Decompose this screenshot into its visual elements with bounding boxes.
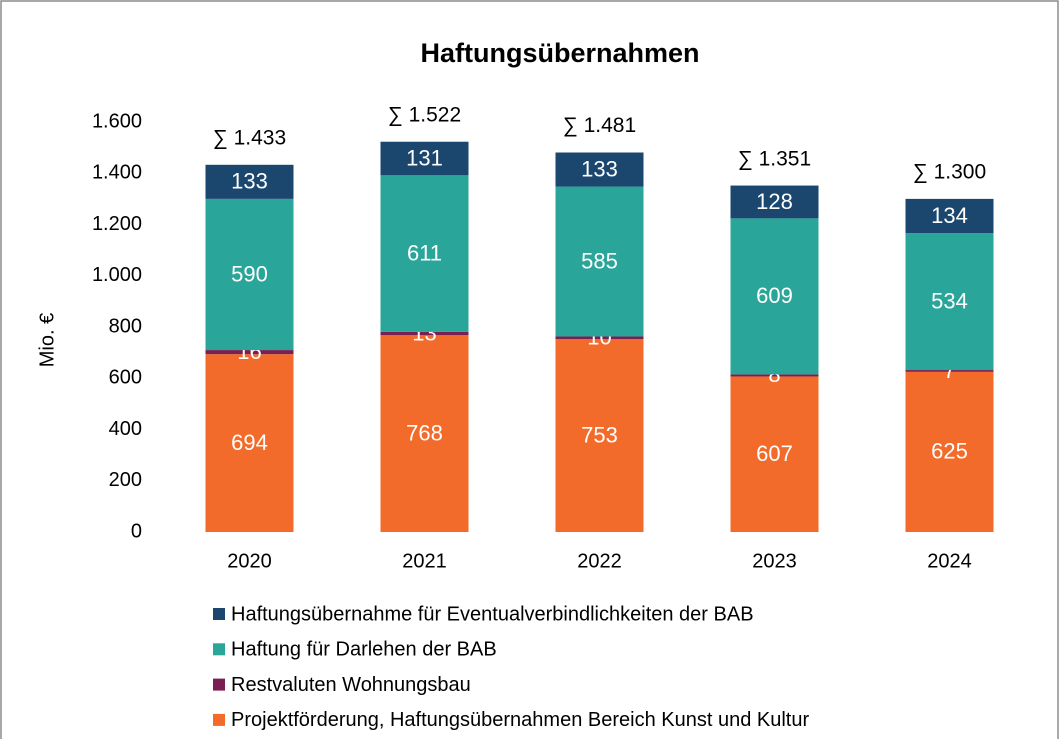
bar-segment bbox=[555, 152, 644, 187]
bar-segment bbox=[905, 233, 994, 371]
x-tick-label: 2021 bbox=[402, 550, 447, 572]
y-tick-label: 1.200 bbox=[92, 213, 142, 235]
x-tick-label: 2023 bbox=[752, 550, 797, 572]
bar-segment bbox=[205, 350, 294, 355]
y-axis-label: Mio. € bbox=[36, 313, 58, 367]
bar-segment bbox=[380, 141, 469, 176]
legend-swatch bbox=[213, 643, 225, 656]
total-label: ∑ 1.433 bbox=[213, 126, 286, 149]
legend-swatch bbox=[213, 713, 225, 726]
bar-segment bbox=[905, 370, 994, 372]
data-label: 534 bbox=[931, 288, 968, 313]
data-label: 133 bbox=[581, 156, 618, 181]
bar-segment bbox=[380, 331, 469, 336]
y-tick-label: 200 bbox=[109, 469, 142, 491]
data-label: 590 bbox=[231, 261, 268, 286]
y-tick-label: 1.600 bbox=[92, 110, 142, 132]
legend-swatch bbox=[213, 608, 225, 620]
bar-segment bbox=[555, 339, 644, 532]
x-tick-label: 2020 bbox=[227, 550, 272, 572]
bar-segment bbox=[205, 198, 294, 351]
legend-label: Projektförderung, Haftungsübernahmen Ber… bbox=[231, 709, 809, 731]
bar-segment bbox=[555, 336, 644, 340]
total-label: ∑ 1.481 bbox=[563, 114, 636, 137]
bar-segment bbox=[555, 186, 644, 337]
data-label: 131 bbox=[406, 145, 443, 170]
total-label: ∑ 1.300 bbox=[913, 160, 986, 183]
bar-segment bbox=[380, 175, 469, 332]
x-tick-label: 2024 bbox=[927, 550, 972, 572]
data-label: 607 bbox=[756, 441, 793, 466]
data-label: 128 bbox=[756, 189, 793, 214]
y-tick-label: 1.000 bbox=[92, 264, 142, 286]
legend-label: Haftungsübernahme für Eventualverbindlic… bbox=[231, 603, 754, 625]
data-label: 753 bbox=[581, 422, 618, 447]
y-tick-label: 800 bbox=[109, 315, 142, 337]
legend-label: Restvaluten Wohnungsbau bbox=[231, 674, 471, 696]
bar-segment bbox=[730, 185, 819, 219]
bar-segment bbox=[205, 354, 294, 532]
y-tick-label: 1.400 bbox=[92, 162, 142, 184]
data-label: 625 bbox=[931, 439, 968, 464]
y-tick-label: 0 bbox=[131, 520, 142, 542]
data-label: 768 bbox=[406, 420, 443, 445]
data-label: 611 bbox=[407, 240, 442, 265]
bar-segment bbox=[730, 376, 819, 532]
y-tick-label: 400 bbox=[109, 418, 142, 440]
total-label: ∑ 1.522 bbox=[388, 104, 461, 127]
bar-segment bbox=[380, 335, 469, 532]
data-label: 609 bbox=[756, 283, 793, 308]
chart-title: Haftungsübernahmen bbox=[420, 38, 699, 68]
data-label: 694 bbox=[231, 430, 268, 455]
legend-swatch bbox=[213, 678, 225, 691]
bar-segment bbox=[905, 198, 994, 234]
bar-segment bbox=[730, 218, 819, 375]
bar-segment bbox=[730, 374, 819, 377]
bar-segment bbox=[905, 371, 994, 532]
legend-label: Haftung für Darlehen der BAB bbox=[231, 639, 497, 661]
data-label: 134 bbox=[931, 203, 968, 228]
y-tick-label: 600 bbox=[109, 367, 142, 389]
data-label: 585 bbox=[581, 248, 618, 273]
x-tick-label: 2022 bbox=[577, 550, 622, 572]
total-label: ∑ 1.351 bbox=[738, 147, 811, 170]
data-label: 133 bbox=[231, 169, 268, 194]
bar-segment bbox=[205, 164, 294, 199]
